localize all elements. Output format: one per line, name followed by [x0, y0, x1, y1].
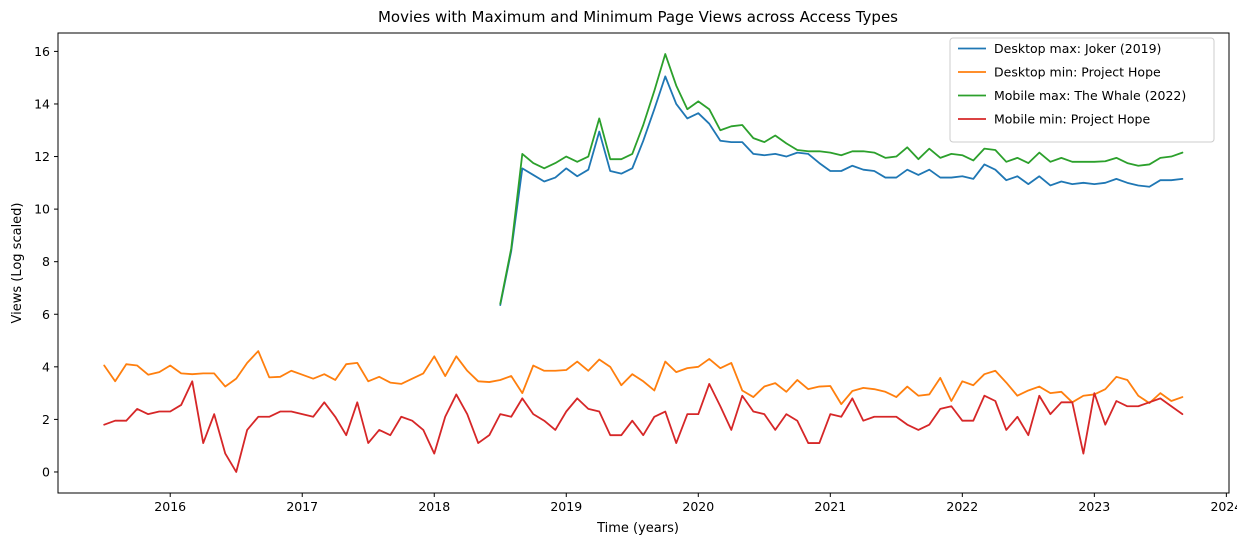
series-group [103, 53, 1184, 473]
x-tick-label: 2018 [418, 499, 450, 514]
x-tick-label: 2021 [814, 499, 846, 514]
y-tick-label: 0 [42, 464, 50, 479]
x-tick-label: 2022 [946, 499, 978, 514]
y-tick-label: 16 [34, 44, 50, 59]
y-tick-label: 8 [42, 254, 50, 269]
series-line-2 [103, 350, 1184, 406]
y-tick-label: 14 [34, 96, 50, 111]
legend-label: Mobile max: The Whale (2022) [994, 88, 1186, 103]
legend-box [949, 37, 1215, 143]
x-tick-label: 2019 [550, 499, 582, 514]
legend: Desktop max: Joker (2019) Desktop min: Pr… [949, 37, 1215, 143]
legend-label: Desktop max: Joker (2019) [994, 41, 1161, 56]
x-tick-label: 2017 [286, 499, 318, 514]
x-tick-label: 2016 [154, 499, 186, 514]
chart-title: Movies with Maximum and Minimum Page Vie… [378, 8, 898, 26]
legend-label: Desktop min: Project Hope [994, 65, 1161, 80]
y-axis: 0 2 4 6 8 10 12 14 16 [34, 44, 58, 479]
plot-frame [57, 32, 1230, 494]
series-line-1 [499, 75, 1184, 306]
y-tick-label: 2 [42, 412, 50, 427]
series-line-3 [499, 53, 1184, 305]
x-axis-label: Time (years) [596, 521, 679, 536]
y-tick-label: 4 [42, 359, 50, 374]
y-tick-label: 10 [34, 202, 50, 217]
series-line-4 [103, 380, 1184, 473]
x-tick-label: 2020 [682, 499, 714, 514]
y-tick-label: 6 [42, 307, 50, 322]
x-tick-label: 2023 [1078, 499, 1110, 514]
legend-label: Mobile min: Project Hope [994, 112, 1150, 127]
y-tick-label: 12 [34, 149, 50, 164]
y-axis-label: Views (Log scaled) [10, 203, 25, 324]
